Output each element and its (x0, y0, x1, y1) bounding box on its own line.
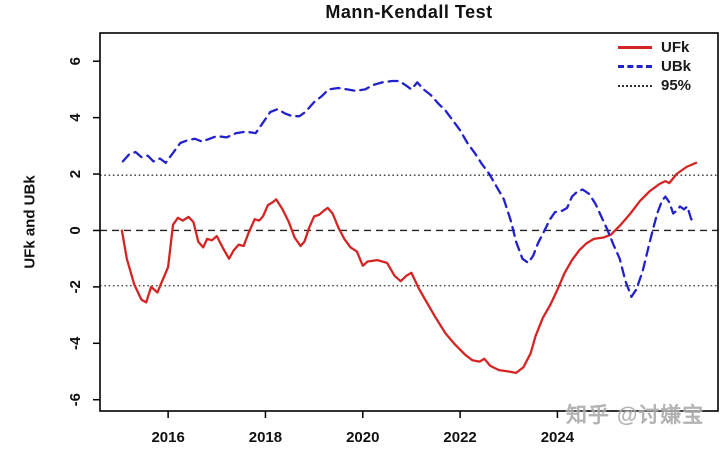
x-tick-label: 2022 (443, 429, 476, 446)
legend-item-ufk: UFk (618, 38, 723, 57)
legend-label-95: 95% (661, 77, 692, 94)
x-tick-label: 2024 (541, 429, 575, 446)
watermark: 知乎 @讨嫌宝 (566, 404, 705, 427)
legend-item-95: 95% (618, 76, 723, 95)
y-tick-label: 2 (67, 170, 84, 178)
ufk-line-sample-icon (618, 46, 652, 49)
y-tick-label: -4 (67, 336, 84, 350)
chart-title: Mann-Kendall Test (325, 2, 493, 22)
x-tick-label: 2020 (346, 429, 379, 446)
x-tick-label: 2016 (151, 429, 184, 446)
y-tick-label: -2 (67, 280, 84, 293)
legend-label-ubk: UBk (661, 58, 692, 75)
ubk-line-sample-icon (618, 65, 652, 68)
series-ufk (120, 161, 698, 375)
y-tick-label: 0 (67, 226, 84, 234)
x-tick-label: 2018 (249, 429, 282, 446)
y-axis-label: UFk and UBk (21, 175, 39, 269)
legend-item-ubk: UBk (618, 57, 723, 76)
y-tick-label: -6 (67, 393, 84, 406)
legend-label-ufk: UFk (661, 39, 690, 56)
y-tick-label: 4 (67, 113, 84, 122)
confidence-line-sample-icon (618, 84, 652, 87)
series-ubk (121, 79, 696, 298)
legend: UFk UBk 95% (618, 38, 723, 95)
y-tick-label: 6 (67, 57, 84, 65)
plot-frame (99, 32, 719, 412)
